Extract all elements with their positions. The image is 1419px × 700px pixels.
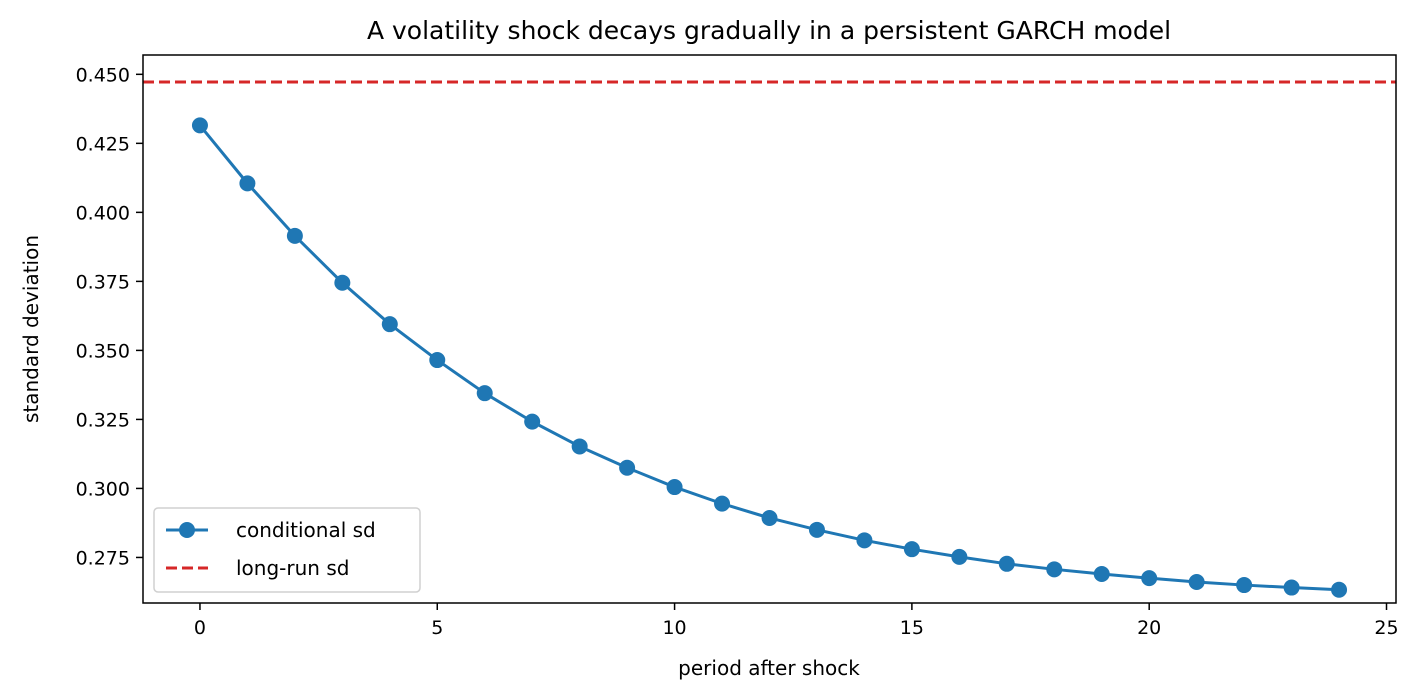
x-tick-label: 0 xyxy=(194,617,206,639)
plot-frame xyxy=(142,54,1397,604)
conditional-sd-point xyxy=(1236,577,1253,594)
x-tick-label: 10 xyxy=(662,617,686,639)
conditional-sd-point xyxy=(191,117,208,134)
conditional-sd-point xyxy=(239,175,256,192)
plot-area xyxy=(143,80,1396,598)
y-tick-label: 0.275 xyxy=(76,547,130,569)
conditional-sd-point xyxy=(951,548,968,565)
legend: conditional sd long-run sd xyxy=(153,507,421,593)
y-tick-label: 0.375 xyxy=(76,271,130,293)
conditional-sd-point xyxy=(1188,574,1205,591)
conditional-sd-point xyxy=(524,413,541,430)
y-tick-label: 0.325 xyxy=(76,409,130,431)
y-tick-label: 0.425 xyxy=(76,133,130,155)
x-axis-label: period after shock xyxy=(678,656,860,680)
conditional-sd-point xyxy=(903,541,920,558)
x-tick-label: 25 xyxy=(1374,617,1398,639)
legend-long-run-sd-label: long-run sd xyxy=(236,556,349,580)
conditional-sd-point xyxy=(381,316,398,333)
axes: 0 5 10 15 20 25 0.275 0.300 0.325 0.350 0.375 0.400… xyxy=(76,54,1399,639)
x-tick-label: 15 xyxy=(900,617,924,639)
conditional-sd-point xyxy=(334,274,351,291)
y-axis-label: standard deviation xyxy=(19,235,43,423)
conditional-sd-point xyxy=(619,459,636,476)
conditional-sd-point xyxy=(1283,579,1300,596)
y-tick-label: 0.400 xyxy=(76,202,130,224)
conditional-sd-point xyxy=(286,227,303,244)
conditional-sd-point xyxy=(429,352,446,369)
legend-conditional-sd-marker xyxy=(179,522,195,538)
plot-data-layer xyxy=(143,80,1396,598)
legend-box xyxy=(153,507,421,593)
x-tick-label: 5 xyxy=(431,617,443,639)
conditional-sd-point xyxy=(808,521,825,538)
x-tick-label: 20 xyxy=(1137,617,1161,639)
conditional-sd-point xyxy=(856,532,873,549)
conditional-sd-point xyxy=(571,438,588,455)
conditional-sd-point xyxy=(1093,566,1110,583)
conditional-sd-point xyxy=(761,509,778,526)
chart-title: A volatility shock decays gradually in a… xyxy=(367,16,1171,45)
conditional-sd-point xyxy=(998,555,1015,572)
legend-conditional-sd-label: conditional sd xyxy=(236,518,376,542)
conditional-sd-point xyxy=(1331,581,1348,598)
y-tick-label: 0.300 xyxy=(76,478,130,500)
y-tick-label: 0.450 xyxy=(76,64,130,86)
conditional-sd-point xyxy=(714,495,731,512)
conditional-sd-point xyxy=(476,385,493,402)
conditional-sd-point xyxy=(1046,561,1063,578)
y-tick-label: 0.350 xyxy=(76,340,130,362)
conditional-sd-point xyxy=(666,479,683,496)
conditional-sd-point xyxy=(1141,570,1158,587)
